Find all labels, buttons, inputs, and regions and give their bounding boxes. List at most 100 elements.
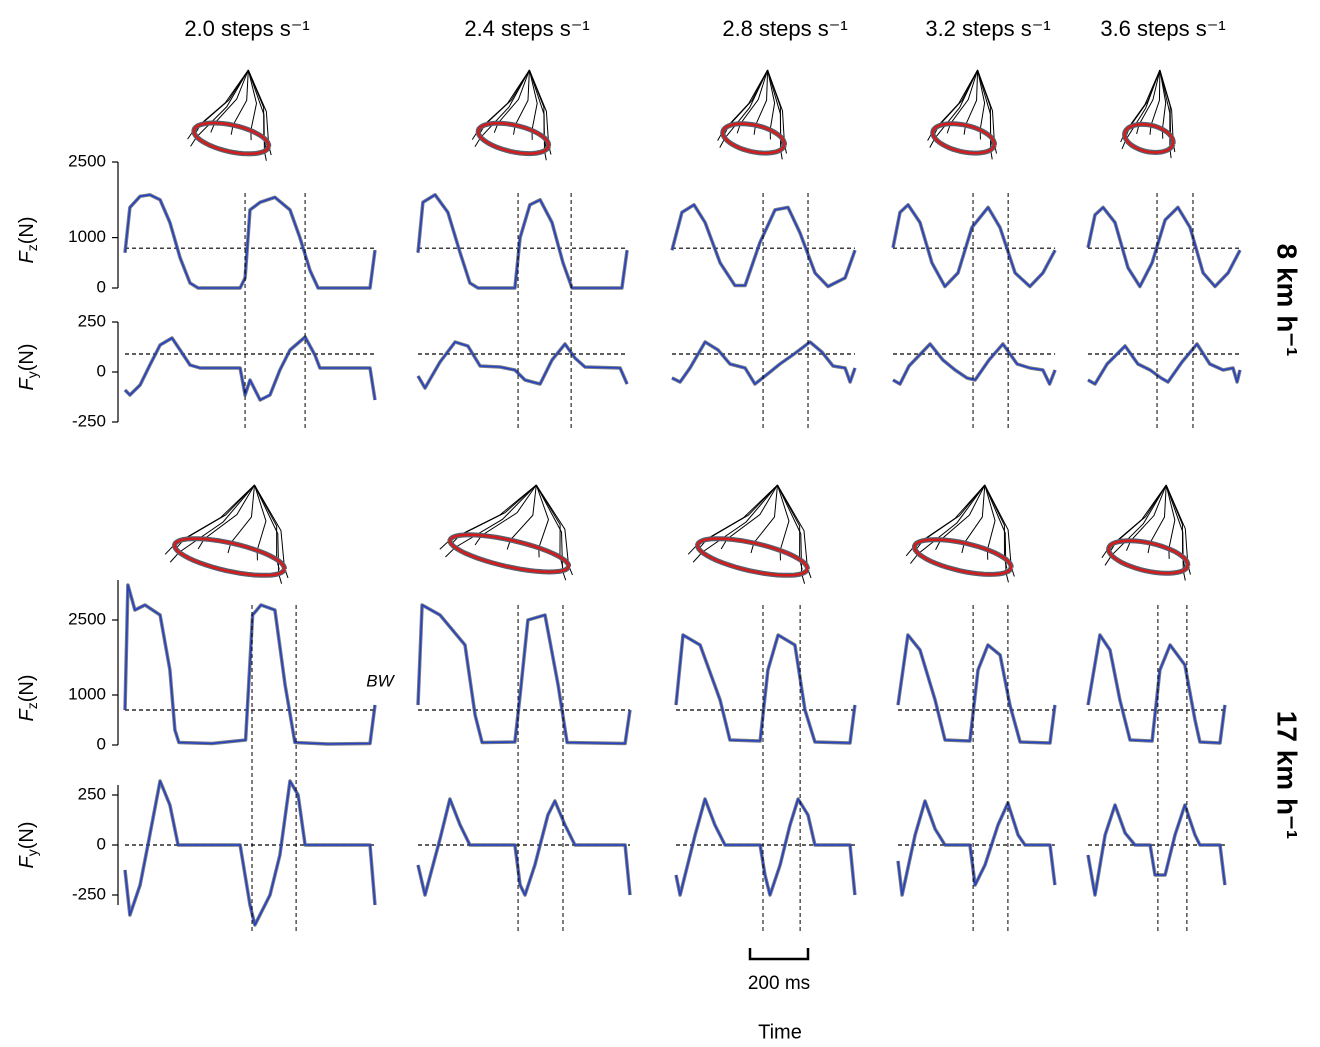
limb-segment	[1159, 69, 1167, 139]
limb-segment	[439, 484, 537, 550]
force-trace-mean	[675, 634, 856, 744]
limb-stick-figure	[717, 69, 788, 160]
limb-segment	[984, 484, 996, 560]
limb-segment	[254, 484, 289, 579]
limb-segment	[767, 69, 787, 154]
limb-segment	[946, 69, 979, 134]
limb-segment	[1136, 69, 1161, 135]
y-tick-label: 2500	[68, 609, 106, 628]
limb-segment	[513, 69, 530, 135]
limb-segment	[197, 484, 255, 550]
foot-trajectory-mean	[476, 121, 550, 155]
limb-segment	[933, 69, 979, 136]
foot-trajectory-trials	[1122, 121, 1176, 156]
limb-segment	[247, 69, 267, 161]
limb-stick-figure	[164, 484, 289, 584]
y-axis-label-subscript: z	[24, 702, 40, 709]
limb-stick-figure	[927, 69, 998, 160]
limb-segment	[474, 484, 537, 546]
foot-trajectory-mean	[913, 538, 1013, 576]
force-trace-trials	[892, 342, 1057, 386]
foot-trajectory-mean	[1123, 123, 1175, 154]
limb-segment	[1165, 484, 1176, 559]
limb-segment	[247, 69, 258, 141]
y-axis-label-subscript: y	[24, 371, 40, 378]
y-axis-label-subscript: y	[24, 849, 40, 856]
limb-segment	[767, 69, 776, 140]
limb-segment	[1165, 484, 1191, 575]
force-trace-mean	[1087, 804, 1226, 896]
force-trace-mean	[417, 798, 631, 896]
foot-trajectory-mean	[696, 537, 809, 577]
foot-trajectory-mean	[931, 122, 996, 155]
limb-segment	[1147, 484, 1167, 554]
limb-stick-figure	[1101, 484, 1191, 581]
limb-segment	[777, 484, 790, 561]
y-tick-label: -250	[72, 411, 106, 430]
limb-segment	[535, 484, 564, 567]
force-trace-trials	[416, 797, 632, 897]
limb-segment	[254, 484, 280, 570]
y-axis-label-symbol: F	[16, 854, 38, 868]
limb-segment	[210, 69, 249, 133]
y-tick-label: 250	[78, 311, 106, 330]
limb-stick-figure	[471, 69, 552, 161]
limb-segment	[478, 69, 530, 135]
y-axis-label-unit: (N)	[16, 675, 38, 703]
y-axis-label-unit: (N)	[16, 217, 38, 245]
limb-segment	[750, 484, 778, 554]
bw-label: BW	[366, 671, 395, 690]
foot-trajectory-mean	[192, 121, 270, 156]
limb-segment	[194, 69, 249, 135]
y-axis-label-unit: (N)	[16, 344, 38, 372]
limb-segment	[961, 484, 986, 554]
limb-segment	[227, 484, 255, 554]
y-tick-label: 2500	[68, 151, 106, 170]
limb-segment	[535, 484, 573, 576]
row-label: 8 km h⁻¹	[1272, 244, 1303, 357]
limb-segment	[984, 484, 1015, 577]
force-trace-trials	[674, 797, 857, 897]
limb-segment	[528, 69, 538, 140]
force-trace-mean	[1087, 206, 1241, 288]
force-trace-mean	[124, 780, 376, 926]
column-title: 2.4 steps s⁻¹	[464, 16, 589, 41]
force-trace-mean	[897, 800, 1056, 896]
limb-stick-figure	[905, 484, 1015, 583]
limb-segment	[528, 69, 552, 155]
limb-segment	[506, 484, 537, 550]
limb-segment	[753, 69, 769, 135]
x-axis-label: Time	[758, 1021, 802, 1043]
limb-segment	[535, 484, 567, 581]
limb-segment	[450, 484, 537, 546]
column-title: 2.0 steps s⁻¹	[184, 16, 309, 41]
limb-segment	[736, 69, 769, 134]
y-tick-label: 0	[97, 277, 106, 296]
limb-segment	[247, 69, 272, 156]
force-trace-mean	[892, 204, 1056, 288]
limb-segment	[777, 484, 806, 584]
limb-segment	[977, 69, 997, 154]
foot-trajectory-mean	[721, 122, 786, 155]
limb-segment	[767, 69, 783, 160]
limb-segment	[777, 484, 803, 570]
column-title: 3.2 steps s⁻¹	[925, 16, 1050, 41]
force-trace-mean	[671, 341, 856, 385]
foot-trajectory-mean	[1107, 539, 1190, 575]
foot-trajectory-mean	[173, 537, 286, 577]
force-trace-mean	[892, 343, 1056, 385]
limb-stick-figure	[439, 484, 573, 581]
y-axis-label-symbol: F	[16, 376, 38, 390]
limb-segment	[963, 69, 979, 135]
force-trace-trials	[1086, 633, 1227, 745]
force-trace-mean	[1087, 634, 1226, 744]
limb-stick-figure	[187, 69, 272, 161]
force-trace-mean	[671, 204, 856, 288]
limb-stick-figure	[687, 484, 812, 584]
foot-trajectory-trials	[1106, 538, 1191, 576]
force-trace-trials	[1087, 342, 1242, 386]
force-trace-trials	[891, 203, 1057, 289]
limb-segment	[174, 484, 255, 550]
y-axis-label-unit: (N)	[16, 822, 38, 850]
limb-segment	[914, 484, 986, 552]
